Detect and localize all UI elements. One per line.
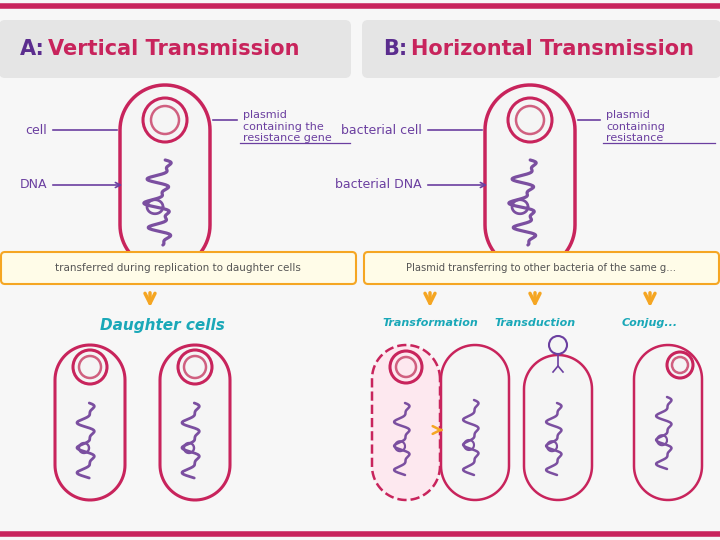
Text: Transduction: Transduction xyxy=(495,318,575,328)
PathPatch shape xyxy=(441,345,509,500)
Circle shape xyxy=(508,98,552,142)
Circle shape xyxy=(396,357,416,377)
FancyBboxPatch shape xyxy=(1,252,356,284)
Text: Transformation: Transformation xyxy=(382,318,478,328)
Circle shape xyxy=(390,351,422,383)
Circle shape xyxy=(549,336,567,354)
Circle shape xyxy=(73,350,107,384)
Circle shape xyxy=(516,106,544,134)
Text: A:: A: xyxy=(20,39,45,59)
FancyBboxPatch shape xyxy=(364,252,719,284)
Text: Daughter cells: Daughter cells xyxy=(100,318,225,333)
Text: cell: cell xyxy=(25,124,47,137)
Text: Conjug...: Conjug... xyxy=(622,318,678,328)
Circle shape xyxy=(151,106,179,134)
Circle shape xyxy=(184,356,206,378)
PathPatch shape xyxy=(485,85,575,270)
Circle shape xyxy=(143,98,187,142)
Text: Horizontal Transmission: Horizontal Transmission xyxy=(411,39,694,59)
Text: B:: B: xyxy=(383,39,408,59)
PathPatch shape xyxy=(55,345,125,500)
Text: plasmid
containing
resistance: plasmid containing resistance xyxy=(606,110,665,143)
FancyBboxPatch shape xyxy=(362,20,720,78)
Circle shape xyxy=(672,357,688,373)
PathPatch shape xyxy=(634,345,702,500)
Circle shape xyxy=(178,350,212,384)
Text: Plasmid transferring to other bacteria of the same g...: Plasmid transferring to other bacteria o… xyxy=(406,263,676,273)
PathPatch shape xyxy=(372,345,440,500)
PathPatch shape xyxy=(524,355,592,500)
Text: transferred during replication to daughter cells: transferred during replication to daught… xyxy=(55,263,301,273)
Text: bacterial cell: bacterial cell xyxy=(341,124,422,137)
Circle shape xyxy=(667,352,693,378)
Text: DNA: DNA xyxy=(19,179,47,192)
Text: bacterial DNA: bacterial DNA xyxy=(336,179,422,192)
FancyBboxPatch shape xyxy=(0,20,351,78)
Text: plasmid
containing the
resistance gene: plasmid containing the resistance gene xyxy=(243,110,332,143)
Circle shape xyxy=(79,356,101,378)
PathPatch shape xyxy=(160,345,230,500)
Text: Vertical Transmission: Vertical Transmission xyxy=(48,39,300,59)
PathPatch shape xyxy=(120,85,210,270)
